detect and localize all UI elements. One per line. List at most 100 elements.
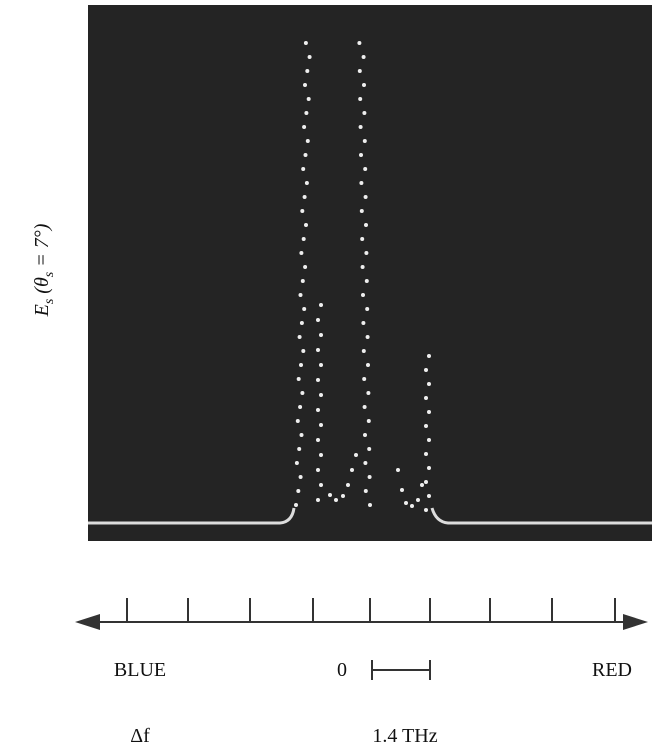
curve-dot (367, 447, 371, 451)
curve-dot (316, 438, 320, 442)
curve-dot (368, 503, 372, 507)
curve-dot (308, 55, 312, 59)
curve-dot (300, 391, 304, 395)
curve-dot (316, 498, 320, 502)
curve-dot (302, 125, 306, 129)
curve-dot (334, 498, 338, 502)
curve-dot (341, 494, 345, 498)
curve-dot (424, 480, 428, 484)
curve-dot (400, 488, 404, 492)
curve-dot (301, 349, 305, 353)
curve-dot (302, 237, 306, 241)
curve-dot (319, 453, 323, 457)
curve-dot (364, 195, 368, 199)
curve-dot (416, 498, 420, 502)
curve-dot (304, 41, 308, 45)
scale-bar (372, 660, 430, 680)
curve-dot (427, 494, 431, 498)
curve-dot (424, 368, 428, 372)
curve-dot (359, 153, 363, 157)
curve-dot (301, 167, 305, 171)
curve-dot (427, 382, 431, 386)
curve-dot (304, 223, 308, 227)
curve-dot (368, 475, 372, 479)
scale-bar-label: 1.4 THz (372, 725, 437, 747)
curve-dot (295, 461, 299, 465)
curve-dot (358, 97, 362, 101)
curve-dot (299, 363, 303, 367)
curve-dot (299, 475, 303, 479)
curve-dot (302, 307, 306, 311)
curve-dot (297, 447, 301, 451)
curve-dot (319, 483, 323, 487)
curve-dot (364, 251, 368, 255)
curve-dot (300, 321, 304, 325)
delta-f-label: Δf (130, 725, 150, 747)
curve-dot (304, 111, 308, 115)
curve-dot (366, 363, 370, 367)
curve-dot (365, 307, 369, 311)
curve-dot (362, 111, 366, 115)
curve-dot (364, 223, 368, 227)
curve-dot (361, 265, 365, 269)
curve-dot (424, 452, 428, 456)
curve-dot (319, 423, 323, 427)
curve-dot (319, 363, 323, 367)
curve-dot (297, 377, 301, 381)
curve-dot (306, 139, 310, 143)
curve-dot (366, 335, 370, 339)
curve-dot (300, 209, 304, 213)
curve-dot (357, 41, 361, 45)
curve-dot (301, 279, 305, 283)
curve-dot (366, 391, 370, 395)
curve-dot (363, 167, 367, 171)
curve-dot (424, 508, 428, 512)
curve-dot (360, 209, 364, 213)
curve-dot (305, 69, 309, 73)
curve-dot (359, 181, 363, 185)
curve-dot (305, 181, 309, 185)
frequency-axis (75, 598, 648, 630)
curve-dot (410, 504, 414, 508)
curve-dot (296, 419, 300, 423)
curve-dot (316, 378, 320, 382)
curve-dot (362, 349, 366, 353)
curve-dot (427, 466, 431, 470)
curve-dot (361, 293, 365, 297)
curve-dot (300, 433, 304, 437)
curve-dot (364, 489, 368, 493)
curve-dot (424, 424, 428, 428)
curve-dot (328, 493, 332, 497)
plot-panel (88, 5, 652, 541)
curve-dot (359, 125, 363, 129)
curve-dot (404, 501, 408, 505)
curve-dot (294, 503, 298, 507)
curve-dot (319, 393, 323, 397)
curve-dot (316, 318, 320, 322)
curve-dot (296, 489, 300, 493)
curve-dot (424, 396, 428, 400)
red-label: RED (592, 659, 632, 681)
curve-dot (362, 55, 366, 59)
curve-dot (350, 468, 354, 472)
curve-dot (319, 303, 323, 307)
curve-dot (360, 237, 364, 241)
curve-dot (363, 461, 367, 465)
curve-dot (367, 419, 371, 423)
curve-dot (346, 483, 350, 487)
zero-label: 0 (337, 659, 347, 681)
curve-dot (316, 408, 320, 412)
curve-dot (304, 153, 308, 157)
curve-dot (303, 83, 307, 87)
figure: Es (θs = 7°) BLUE 0 RED Δf 1.4 THz (0, 0, 656, 752)
curve-dot (427, 438, 431, 442)
curve-dot (298, 405, 302, 409)
curve-dot (303, 265, 307, 269)
curve-dot (316, 468, 320, 472)
blue-label: BLUE (114, 659, 166, 681)
curve-dot (307, 97, 311, 101)
curve-dot (354, 453, 358, 457)
curve-dot (396, 468, 400, 472)
curve-dot (319, 333, 323, 337)
curve-dot (316, 348, 320, 352)
